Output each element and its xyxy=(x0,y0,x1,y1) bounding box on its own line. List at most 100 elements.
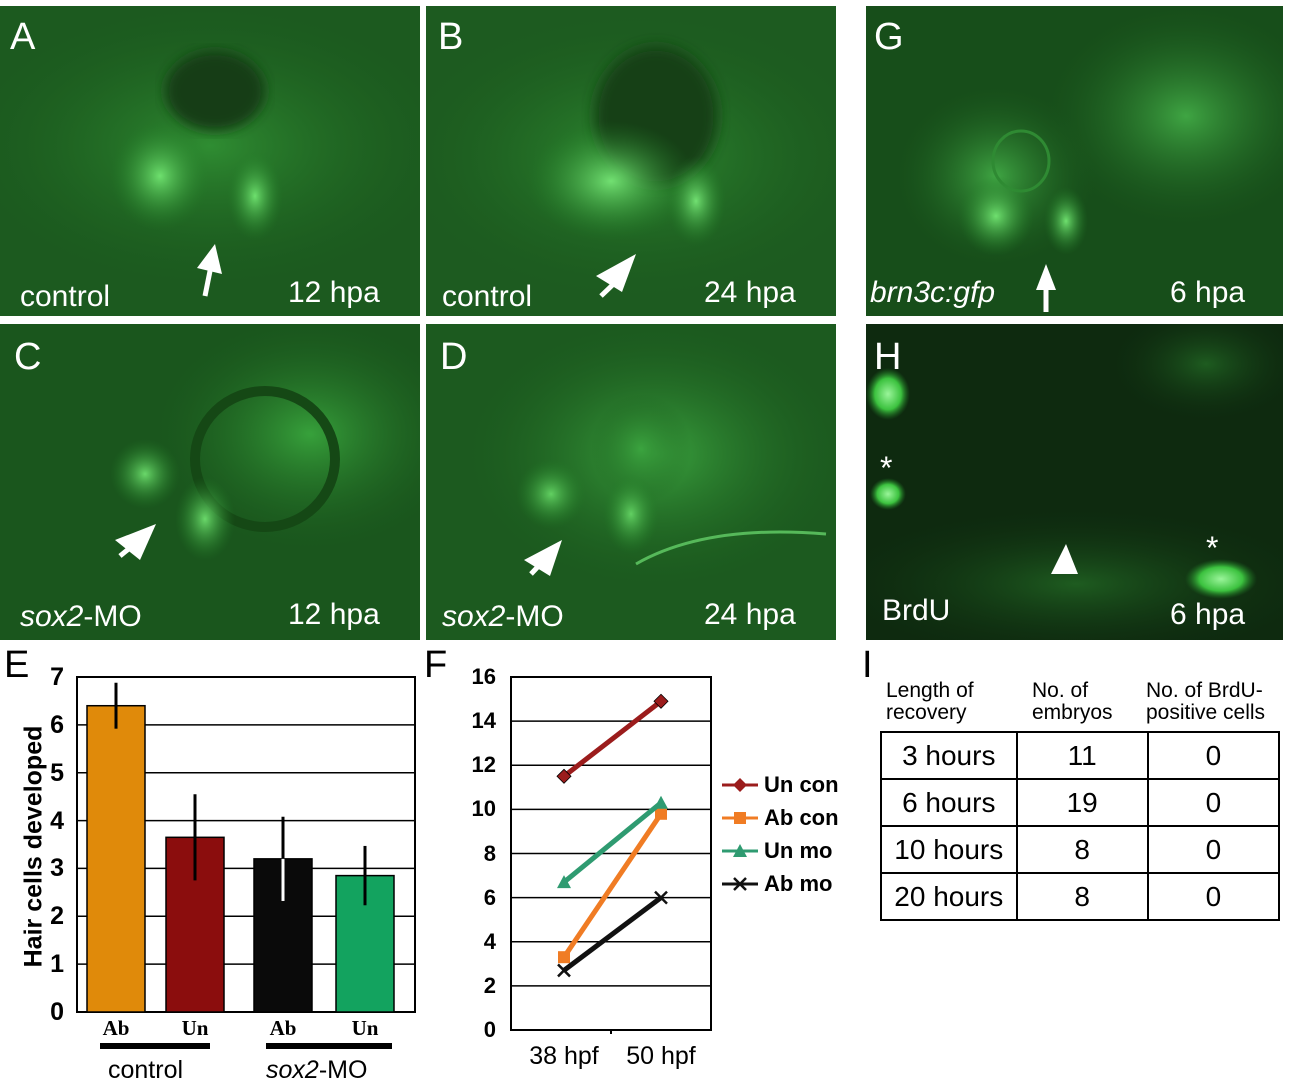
chart-e-group-sox2-label: sox2-MO xyxy=(266,1056,367,1085)
chart-f-ytick: 0 xyxy=(483,1017,496,1042)
panel-c-time: 12 hpa xyxy=(288,598,380,631)
panel-g-micrograph: G brn3c:gfp 6 hpa xyxy=(866,6,1283,316)
chart-e-ytick: 2 xyxy=(50,902,64,931)
panel-c-micrograph: C sox2-MO 12 hpa xyxy=(0,324,420,640)
panel-h-time: 6 hpa xyxy=(1170,598,1246,631)
panel-h-asterisk-right: * xyxy=(1206,530,1219,566)
chart-f-point-ab-con xyxy=(655,807,667,820)
chart-e-ytick: 0 xyxy=(50,998,64,1026)
chart-f-ytick: 6 xyxy=(483,884,496,910)
table-i-cell: 3 hours xyxy=(880,731,1018,780)
chart-f-xtick: 38 hpf xyxy=(529,1042,599,1070)
chart-f-ytick: 16 xyxy=(471,664,496,689)
chart-f-legend-item-un-mo: Un mo xyxy=(720,838,860,864)
chart-f-line-ab-mo xyxy=(562,895,663,973)
panel-c-caption-gene: sox2 xyxy=(20,600,84,633)
chart-e-ytick: 7 xyxy=(50,663,64,691)
panel-d-caption-gene: sox2 xyxy=(442,600,506,633)
panel-g-label: G xyxy=(874,16,904,58)
panel-g-caption: brn3c:gfp xyxy=(870,276,996,309)
table-i-cell: 20 hours xyxy=(880,872,1018,921)
table-i-cell: 11 xyxy=(1015,731,1149,780)
chart-f-line-un-mo xyxy=(562,800,663,885)
table-i-header-brdu: No. of BrdU-positive cells xyxy=(1146,679,1266,725)
table-i-cell: 6 hours xyxy=(880,778,1018,827)
chart-f-legend-item-ab-con: Ab con xyxy=(720,805,860,831)
table-i-cell: 8 xyxy=(1015,825,1149,874)
chart-f-line-un-con xyxy=(562,699,663,779)
panel-e-label: E xyxy=(4,644,30,686)
table-i-cell: 0 xyxy=(1146,872,1281,921)
chart-e-ytick: 4 xyxy=(50,806,64,835)
chart-f-plot xyxy=(510,676,712,1034)
table-i: 3 hours 11 0 6 hours 19 0 10 hours 8 0 20 hours 8 0 xyxy=(880,731,1281,921)
chart-e-xtick: Ab xyxy=(102,1016,130,1040)
chart-e-ytick: 1 xyxy=(50,950,64,979)
chart-e-group-control-bar xyxy=(100,1043,210,1049)
chart-f-ytick: 14 xyxy=(471,708,496,734)
panel-b-caption: control xyxy=(442,280,533,313)
table-i-row: 10 hours 8 0 xyxy=(880,825,1281,874)
chart-e-xtick: Un xyxy=(351,1016,379,1040)
table-i-header-length: Length of recovery xyxy=(886,679,974,725)
chart-e-xtick: Ab xyxy=(269,1016,297,1040)
panel-c-label: C xyxy=(14,336,42,378)
panel-a-time: 12 hpa xyxy=(288,276,380,309)
chart-f-point-un-mo xyxy=(654,795,668,809)
chart-e-ytick: 5 xyxy=(50,758,64,787)
chart-f-point-un-con xyxy=(556,768,572,784)
table-i-cell: 19 xyxy=(1015,778,1149,827)
chart-f-legend-swatch-un-mo xyxy=(722,844,758,857)
table-i-cell: 0 xyxy=(1146,825,1281,874)
table-i-row: 3 hours 11 0 xyxy=(880,731,1281,780)
chart-f-xtick: 50 hpf xyxy=(626,1042,696,1070)
chart-f-legend-swatch-un-con xyxy=(722,778,758,792)
panel-a-label: A xyxy=(10,16,36,58)
chart-f-legend-label: Un con xyxy=(764,772,839,797)
chart-f-point-ab-con xyxy=(558,951,570,964)
chart-e-group-sox2-bar xyxy=(266,1043,392,1049)
panel-f-label: F xyxy=(424,644,448,686)
panel-d-label: D xyxy=(440,336,468,378)
chart-e-plot xyxy=(76,676,416,1013)
chart-f-legend-item-ab-mo: Ab mo xyxy=(720,871,860,897)
chart-f-legend-label: Ab con xyxy=(764,805,839,830)
panel-d-caption: sox2-MO xyxy=(442,602,564,632)
panel-c-caption-suffix: -MO xyxy=(83,600,142,633)
chart-f-legend-label: Ab mo xyxy=(764,871,833,896)
chart-e-group-sox2-suffix: -MO xyxy=(318,1056,368,1084)
panel-g-time: 6 hpa xyxy=(1170,276,1246,309)
panel-h-caption: BrdU xyxy=(882,594,951,627)
chart-e-group-control-label: control xyxy=(108,1056,184,1084)
panel-d-micrograph: D sox2-MO 24 hpa xyxy=(426,324,836,640)
chart-e-bar-1 xyxy=(86,704,146,1013)
table-i-row: 20 hours 8 0 xyxy=(880,872,1281,921)
chart-f-line-ab-con xyxy=(561,812,664,959)
chart-e-xtick: Un xyxy=(181,1016,209,1040)
panel-i-label: I xyxy=(862,644,873,686)
chart-f-point-un-con xyxy=(653,693,669,709)
chart-f-ytick: 2 xyxy=(483,972,496,998)
chart-f-legend-item-un-con: Un con xyxy=(720,772,860,798)
table-i-cell: 8 xyxy=(1015,872,1149,921)
table-i-cell: 0 xyxy=(1146,731,1281,780)
panel-c-caption: sox2-MO xyxy=(20,602,142,632)
table-i-row: 6 hours 19 0 xyxy=(880,778,1281,827)
chart-f-point-ab-mo xyxy=(557,963,571,978)
chart-f-legend-label: Un mo xyxy=(764,838,833,863)
panel-d-caption-suffix: -MO xyxy=(505,600,564,633)
panel-h-label: H xyxy=(874,336,902,378)
chart-f-ytick: 8 xyxy=(483,840,496,866)
chart-f-point-ab-mo xyxy=(654,890,668,905)
panel-b-label: B xyxy=(438,16,464,58)
panel-h-asterisk-left: * xyxy=(880,450,893,486)
panel-d-time: 24 hpa xyxy=(704,598,796,631)
chart-f-point-un-mo xyxy=(557,875,571,889)
panel-h-micrograph: H * * BrdU 6 hpa xyxy=(866,324,1283,640)
table-i-cell: 0 xyxy=(1146,778,1281,827)
panel-b-micrograph: B control 24 hpa xyxy=(426,6,836,316)
panel-a-caption: control xyxy=(20,280,111,313)
chart-f-legend-swatch-ab-mo xyxy=(722,877,758,891)
table-i-header-embryos: No. of embryos xyxy=(1032,679,1113,725)
panel-b-time: 24 hpa xyxy=(704,276,796,309)
